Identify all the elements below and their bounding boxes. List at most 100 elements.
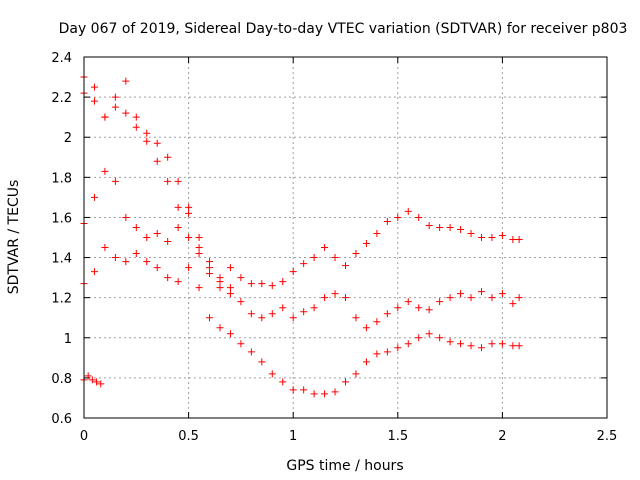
data-point: [132, 113, 140, 121]
data-point: [122, 109, 130, 117]
data-point: [509, 236, 517, 244]
data-point: [268, 370, 276, 378]
data-point: [425, 306, 433, 314]
y-tick-label: 2: [64, 131, 72, 146]
data-point: [498, 231, 506, 239]
data-point: [321, 390, 329, 398]
data-point: [206, 314, 214, 322]
data-point: [143, 234, 151, 241]
data-point: [488, 294, 496, 302]
data-point: [164, 274, 172, 282]
satellite-trace-2: [80, 167, 523, 332]
plot-frame: [83, 56, 608, 419]
data-point: [153, 139, 161, 147]
data-point: [226, 284, 234, 292]
x-tick-label: 0.5: [178, 429, 199, 444]
satellite-trace-1: [80, 73, 523, 290]
data-point: [206, 264, 214, 272]
data-point: [195, 234, 203, 241]
x-tick-label: 1.5: [387, 429, 408, 444]
data-point: [515, 236, 523, 244]
data-point: [185, 264, 193, 272]
data-point: [111, 254, 119, 262]
x-tick-labels: 0 0.5 1 1.5 2 2.5: [80, 429, 617, 444]
data-point: [185, 234, 193, 241]
data-point: [268, 310, 276, 318]
x-axis-title: GPS time / hours: [286, 458, 403, 474]
data-point: [394, 213, 402, 221]
data-point: [185, 209, 193, 217]
data-point: [185, 203, 193, 211]
data-point: [488, 234, 496, 241]
data-point: [132, 250, 140, 258]
y-tick-label: 1.2: [51, 292, 72, 307]
data-point: [415, 213, 423, 221]
data-point: [331, 388, 339, 396]
satellite-trace-5: [80, 89, 234, 292]
data-point: [90, 193, 98, 201]
data-point: [101, 244, 109, 252]
data-point: [226, 290, 234, 298]
data-point: [279, 378, 287, 386]
y-tick-label: 2.4: [51, 51, 72, 66]
y-tick-label: 1.8: [51, 171, 72, 186]
data-point: [164, 177, 172, 185]
data-point: [122, 258, 130, 266]
data-point: [467, 229, 475, 237]
x-tick-label: 2: [498, 429, 506, 444]
data-point: [216, 284, 224, 292]
data-point: [226, 264, 234, 272]
data-point: [436, 298, 444, 306]
data-point: [404, 298, 412, 306]
data-point: [436, 334, 444, 342]
data-point: [247, 348, 255, 356]
data-point: [509, 342, 517, 350]
data-point: [342, 294, 349, 302]
data-point: [310, 304, 318, 312]
y-tick-label: 2.2: [51, 91, 72, 106]
data-point: [206, 270, 214, 278]
data-point: [97, 380, 105, 388]
data-point: [383, 217, 391, 225]
data-point: [111, 93, 119, 101]
y-tick-label: 1.4: [51, 252, 72, 267]
data-point: [352, 370, 360, 378]
data-point: [498, 290, 506, 298]
data-point: [373, 350, 381, 358]
x-tick-label: 1: [289, 429, 297, 444]
data-point: [373, 229, 381, 237]
y-axis-title: SDTVAR / TECUs: [6, 180, 22, 295]
satellite-trace-3: [80, 244, 523, 398]
data-point: [111, 177, 119, 185]
data-point: [216, 324, 224, 332]
data-point: [321, 294, 329, 302]
data-point: [404, 340, 412, 348]
data-point: [153, 264, 161, 272]
data-point: [237, 340, 245, 348]
data-point: [425, 330, 433, 338]
x-tick-label: 2.5: [597, 429, 618, 444]
data-point: [352, 250, 360, 258]
data-point: [331, 290, 339, 298]
data-point: [90, 83, 98, 91]
data-point: [457, 290, 465, 298]
data-point: [174, 203, 182, 211]
data-point: [132, 123, 140, 131]
data-point: [174, 278, 182, 286]
data-point: [498, 340, 506, 348]
data-point: [415, 334, 423, 342]
data-point: [477, 234, 485, 241]
satellite-trace-4: [80, 372, 105, 388]
data-point: [247, 280, 255, 288]
data-point: [226, 330, 234, 338]
data-point: [415, 304, 423, 312]
data-point: [258, 280, 266, 288]
data-point: [195, 250, 203, 258]
data-marks: [80, 73, 523, 398]
chart-title: Day 067 of 2019, Sidereal Day-to-day VTE…: [59, 21, 628, 37]
data-point: [300, 260, 308, 268]
y-tick-label: 1.6: [51, 211, 72, 226]
data-point: [279, 304, 287, 312]
data-point: [143, 129, 151, 137]
